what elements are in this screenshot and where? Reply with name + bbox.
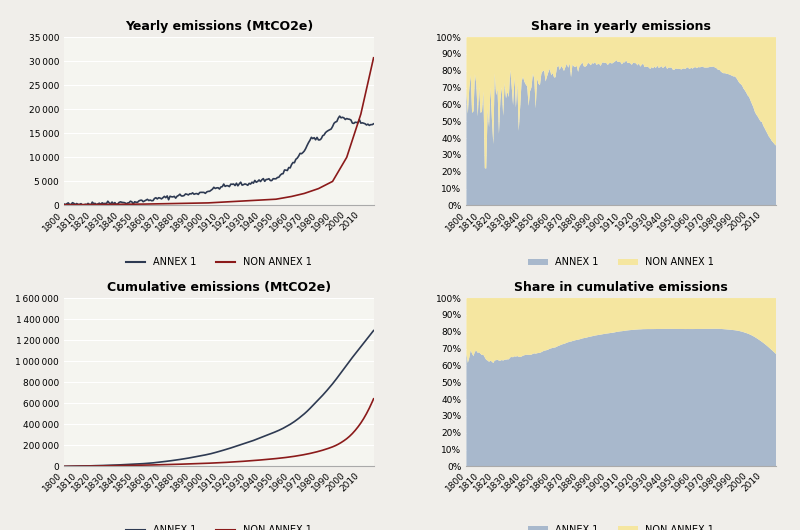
Title: Cumulative emissions (MtCO2e): Cumulative emissions (MtCO2e) xyxy=(106,281,331,294)
Title: Share in yearly emissions: Share in yearly emissions xyxy=(531,20,711,33)
Title: Yearly emissions (MtCO2e): Yearly emissions (MtCO2e) xyxy=(125,20,313,33)
Legend: ANNEX 1, NON ANNEX 1: ANNEX 1, NON ANNEX 1 xyxy=(122,521,316,530)
Legend: ANNEX 1, NON ANNEX 1: ANNEX 1, NON ANNEX 1 xyxy=(122,253,316,271)
Legend: ANNEX 1, NON ANNEX 1: ANNEX 1, NON ANNEX 1 xyxy=(524,253,718,271)
Legend: ANNEX 1, NON ANNEX 1: ANNEX 1, NON ANNEX 1 xyxy=(524,521,718,530)
Title: Share in cumulative emissions: Share in cumulative emissions xyxy=(514,281,728,294)
